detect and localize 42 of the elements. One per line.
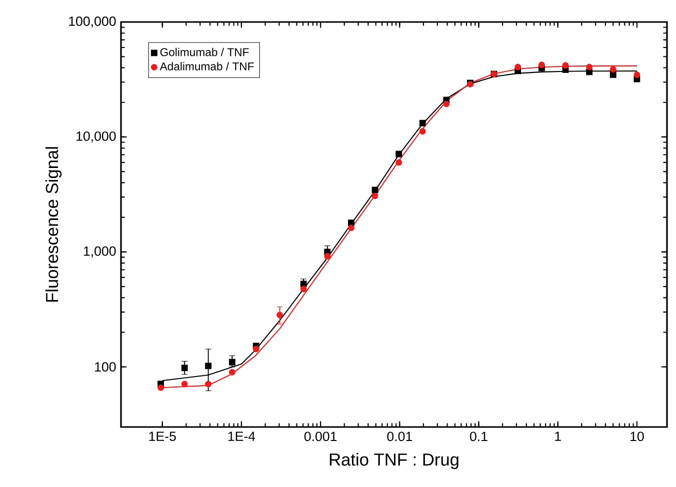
point bbox=[372, 186, 378, 194]
point bbox=[158, 384, 164, 391]
point bbox=[443, 100, 450, 108]
legend-label: Golimumab / TNF bbox=[160, 48, 249, 56]
y-tick-label: 1,000 bbox=[84, 246, 116, 258]
point bbox=[610, 72, 616, 78]
x-tick-label: 0.1 bbox=[470, 432, 488, 442]
y-tick-label: 100,000 bbox=[69, 16, 116, 28]
point bbox=[324, 252, 331, 260]
point bbox=[300, 286, 307, 292]
point bbox=[396, 150, 402, 158]
point bbox=[396, 159, 402, 166]
point bbox=[610, 66, 616, 72]
point bbox=[634, 72, 640, 78]
point bbox=[205, 362, 212, 370]
point bbox=[228, 368, 236, 376]
point bbox=[419, 128, 426, 135]
point bbox=[562, 62, 569, 69]
point bbox=[228, 358, 236, 366]
point bbox=[252, 346, 260, 352]
point bbox=[348, 224, 354, 232]
point bbox=[181, 380, 188, 388]
point bbox=[372, 192, 378, 200]
point bbox=[300, 280, 307, 288]
x-tick-label: 10 bbox=[630, 432, 644, 442]
y-tick-label: 100 bbox=[95, 362, 116, 372]
y-axis-title: Fluorescence Signal bbox=[45, 147, 62, 302]
point bbox=[276, 312, 283, 318]
point bbox=[586, 64, 593, 70]
legend-label: Adalimumab / TNF bbox=[160, 62, 254, 70]
y-tick-label: 10,000 bbox=[76, 131, 116, 142]
point bbox=[514, 64, 522, 70]
point bbox=[538, 62, 545, 68]
x-tick-label: 1E-5 bbox=[149, 432, 176, 442]
x-tick-label: 1E-4 bbox=[228, 432, 256, 441]
point bbox=[205, 380, 212, 388]
x-tick-label: 0.01 bbox=[387, 432, 412, 442]
point bbox=[181, 364, 188, 372]
point bbox=[419, 120, 426, 126]
x-axis-title: Ratio TNF : Drug bbox=[330, 452, 458, 470]
x-tick-label: 0.001 bbox=[304, 432, 337, 442]
x-tick-label: 1 bbox=[555, 432, 561, 441]
